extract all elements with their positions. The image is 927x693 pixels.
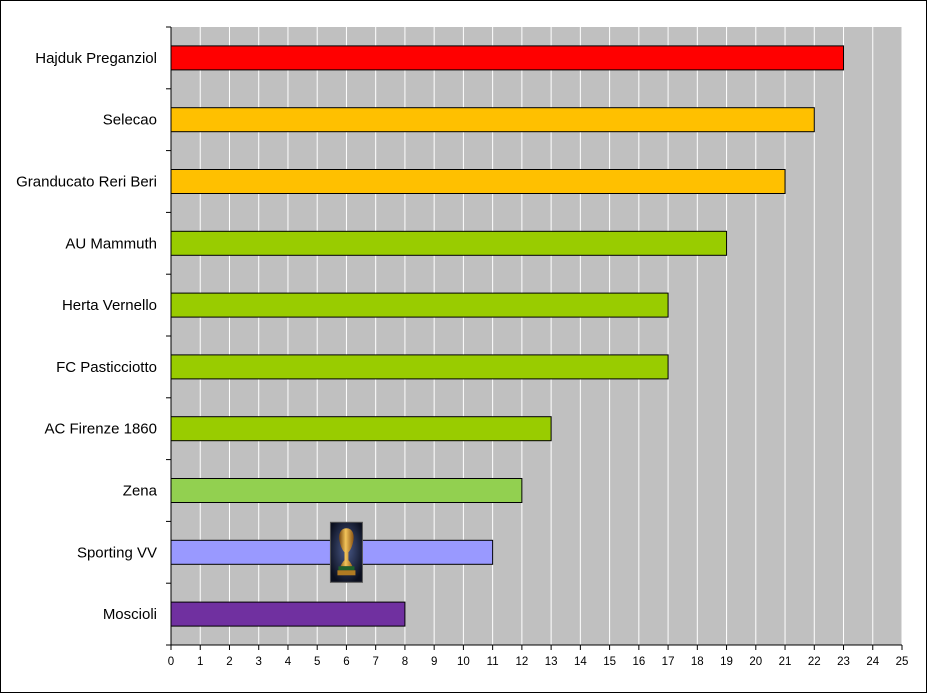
trophy-band <box>338 566 355 571</box>
x-tick-label: 21 <box>779 656 792 668</box>
x-tick-label: 16 <box>632 656 645 668</box>
x-tick-label: 13 <box>545 656 558 668</box>
category-label: Sporting VV <box>77 544 157 561</box>
x-tick-label: 2 <box>226 656 232 668</box>
bar <box>170 416 552 442</box>
category-label: FC Pasticciotto <box>56 359 157 376</box>
trophy-cup <box>339 528 354 567</box>
x-tick-label: 9 <box>431 656 437 668</box>
x-tick-label: 10 <box>457 656 470 668</box>
category-label: Granducato Reri Beri <box>16 174 157 191</box>
bar <box>170 292 669 318</box>
x-tick-label: 5 <box>314 656 320 668</box>
x-tick-label: 0 <box>168 656 174 668</box>
x-tick-label: 3 <box>256 656 262 668</box>
category-label: AU Mammuth <box>65 235 157 252</box>
category-label: Moscioli <box>103 606 157 623</box>
x-tick-label: 20 <box>749 656 762 668</box>
bar <box>170 230 728 256</box>
x-tick-label: 11 <box>487 656 499 668</box>
x-tick-label: 1 <box>197 656 203 668</box>
bar <box>170 45 845 71</box>
x-tick-label: 17 <box>662 656 675 668</box>
category-labels: Hajduk Preganziol Selecao Granducato Reri … <box>16 50 158 623</box>
bar <box>170 107 815 133</box>
category-label: Herta Vernello <box>62 297 157 314</box>
category-label: AC Firenze 1860 <box>44 421 157 438</box>
x-tick-label: 24 <box>866 656 879 668</box>
axes <box>166 26 903 650</box>
x-tick-label: 19 <box>720 656 733 668</box>
tick-labels: 0 1 2 3 4 5 6 7 8 9 10 11 12 13 14 15 16 17 18 19 20 21 22 23 24… <box>168 656 909 668</box>
x-tick-label: 18 <box>691 656 704 668</box>
bar <box>170 169 786 194</box>
bar <box>170 601 406 627</box>
bar <box>170 478 523 503</box>
x-tick-label: 23 <box>837 656 850 668</box>
trophy-icon <box>329 521 363 583</box>
x-tick-label: 25 <box>896 656 909 668</box>
x-tick-label: 8 <box>402 656 408 668</box>
x-tick-label: 22 <box>808 656 821 668</box>
x-tick-label: 14 <box>574 656 587 668</box>
x-tick-label: 4 <box>285 656 292 668</box>
trophy-base <box>337 570 356 576</box>
x-tick-label: 6 <box>343 656 349 668</box>
category-label: Selecao <box>103 112 157 129</box>
category-label: Zena <box>123 483 158 500</box>
x-tick-label: 12 <box>515 656 528 668</box>
x-tick-label: 7 <box>372 656 378 668</box>
x-tick-label: 15 <box>603 656 616 668</box>
annotations <box>329 521 363 583</box>
bar <box>170 354 669 380</box>
category-label: Hajduk Preganziol <box>35 50 157 67</box>
